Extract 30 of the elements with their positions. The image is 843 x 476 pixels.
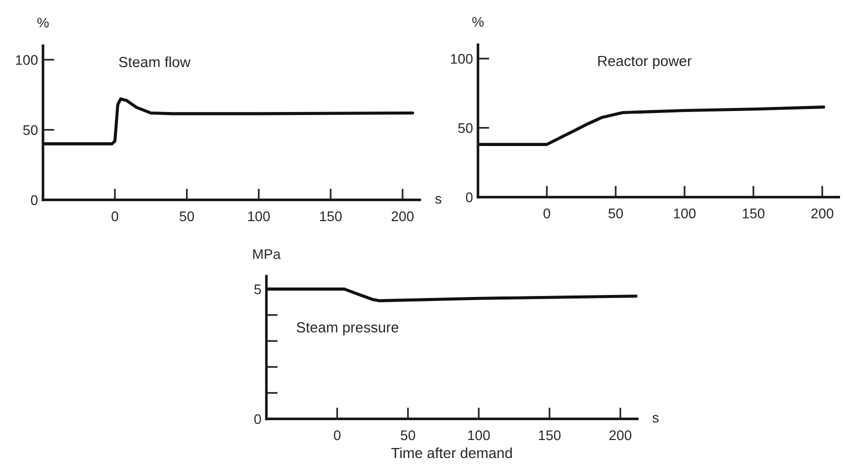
- x-tick-label: 150: [539, 430, 561, 440]
- x-tick-label: 50: [400, 430, 416, 440]
- x-tick-label: 200: [392, 211, 414, 222]
- x-tick-label: 200: [811, 208, 834, 218]
- x-tick-label: 100: [674, 208, 696, 218]
- x-tick-label: 0: [544, 208, 550, 218]
- y-axis-title: %: [472, 16, 484, 27]
- x-tick-label: 0: [112, 211, 118, 222]
- text: Time after demand: [391, 447, 512, 458]
- text: Steam flow: [119, 56, 191, 68]
- y-axis-title: %: [37, 18, 49, 28]
- y-tick-label: 0: [466, 192, 473, 202]
- y-tick-label: 50: [23, 125, 38, 135]
- x-axis-title: s: [652, 415, 659, 423]
- x-tick-label: 150: [320, 211, 342, 222]
- x-tick-label: 200: [609, 430, 632, 440]
- y-tick-label: 100: [451, 54, 473, 64]
- text: Reactor power: [598, 56, 692, 69]
- y-tick-label: 0: [30, 195, 38, 206]
- x-tick-label: 0: [334, 430, 340, 440]
- y-tick-label: 5: [254, 284, 261, 294]
- x-tick-label: 150: [742, 208, 764, 218]
- x-tick-label: 100: [468, 430, 490, 440]
- x-tick-label: 50: [608, 208, 623, 218]
- y-tick-label: 100: [16, 55, 38, 65]
- series-label: Steam pressure: [296, 322, 398, 336]
- y-axis-title: MPa: [253, 249, 281, 260]
- x-axis-title: s: [435, 196, 442, 204]
- y-tick-label: 50: [458, 123, 473, 133]
- x-tick-label: 50: [180, 211, 194, 222]
